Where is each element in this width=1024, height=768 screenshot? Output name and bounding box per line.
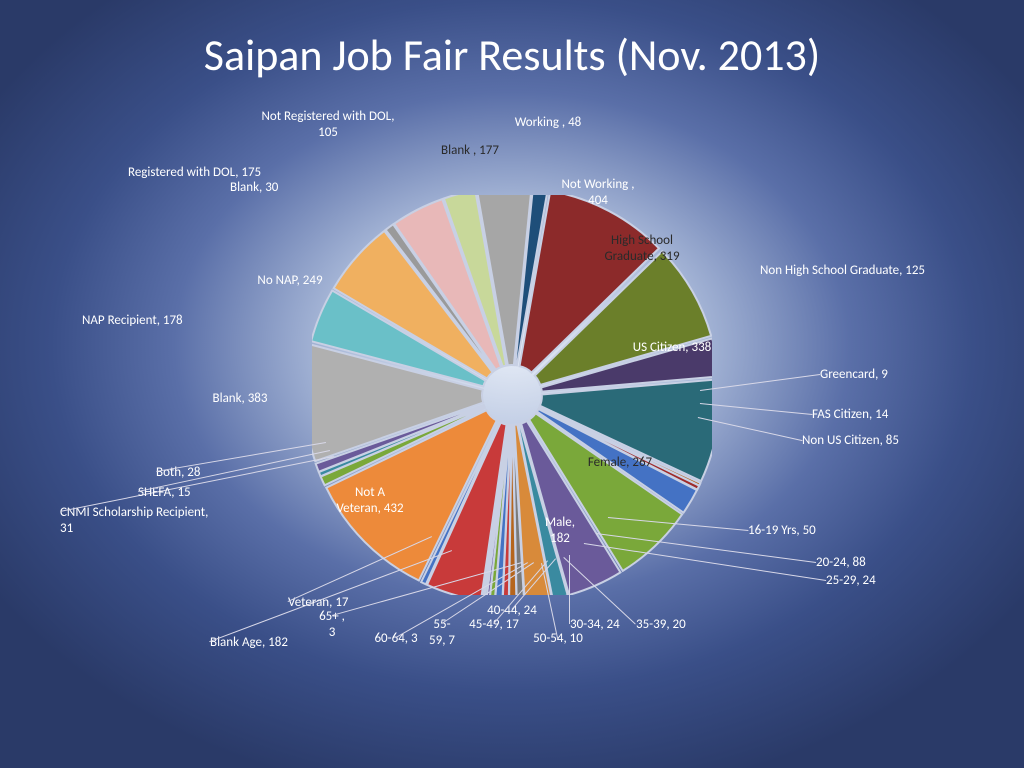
slice-label: Greencard, 9 (820, 367, 888, 383)
slice-label: CNMI Scholarship Recipient, 31 (60, 505, 220, 536)
leader-line (698, 417, 802, 441)
slice-label: 65+ , 3 (317, 609, 347, 640)
slice-label: Non High School Graduate, 125 (760, 263, 925, 279)
slice-label: 35-39, 20 (636, 617, 686, 633)
pie-chart-container: Blank , 177 Working , 48 Not Working , 404… (0, 115, 1024, 735)
slide-title: Saipan Job Fair Results (Nov. 2013) (0, 28, 1024, 82)
slice-label: Blank , 177 (441, 143, 499, 159)
slice-label: Male, 182 (535, 515, 585, 546)
slice-label: Non US Citizen, 85 (802, 433, 899, 449)
slice-label: Registered with DOL, 175 (128, 165, 261, 181)
leader-line (569, 555, 570, 624)
slice-label: No NAP, 249 (257, 273, 322, 289)
slice-label: 60-64, 3 (374, 631, 417, 647)
slice-label: Blank, 383 (213, 391, 268, 407)
slice-label: 50-54, 10 (533, 631, 583, 647)
slice-label: Not A Veteran, 432 (335, 485, 405, 516)
slice-label: 25-29, 24 (826, 573, 876, 589)
slice-label: NAP Recipient, 178 (82, 313, 183, 329)
slice-label: Working , 48 (515, 115, 582, 131)
slice-label: Blank, 30 (230, 180, 278, 196)
slide: Saipan Job Fair Results (Nov. 2013) Blan… (0, 0, 1024, 768)
leader-line (700, 403, 812, 415)
slice-label: Not Registered with DOL, 105 (258, 109, 398, 140)
slice-label: Not Working , 404 (558, 177, 638, 208)
leader-line (700, 374, 820, 391)
slice-label: FAS Citizen, 14 (812, 407, 888, 423)
slice-label: SHEFA, 15 (138, 485, 191, 501)
slice-label: 20-24, 88 (816, 555, 866, 571)
slice-label: US Citizen, 338 (633, 340, 712, 356)
slice-label: 16-19 Yrs, 50 (748, 523, 816, 539)
slice-label: 45-49, 17 (469, 617, 519, 633)
slice-label: Female, 267 (588, 455, 652, 471)
slice-label: High School Graduate, 319 (597, 233, 687, 264)
